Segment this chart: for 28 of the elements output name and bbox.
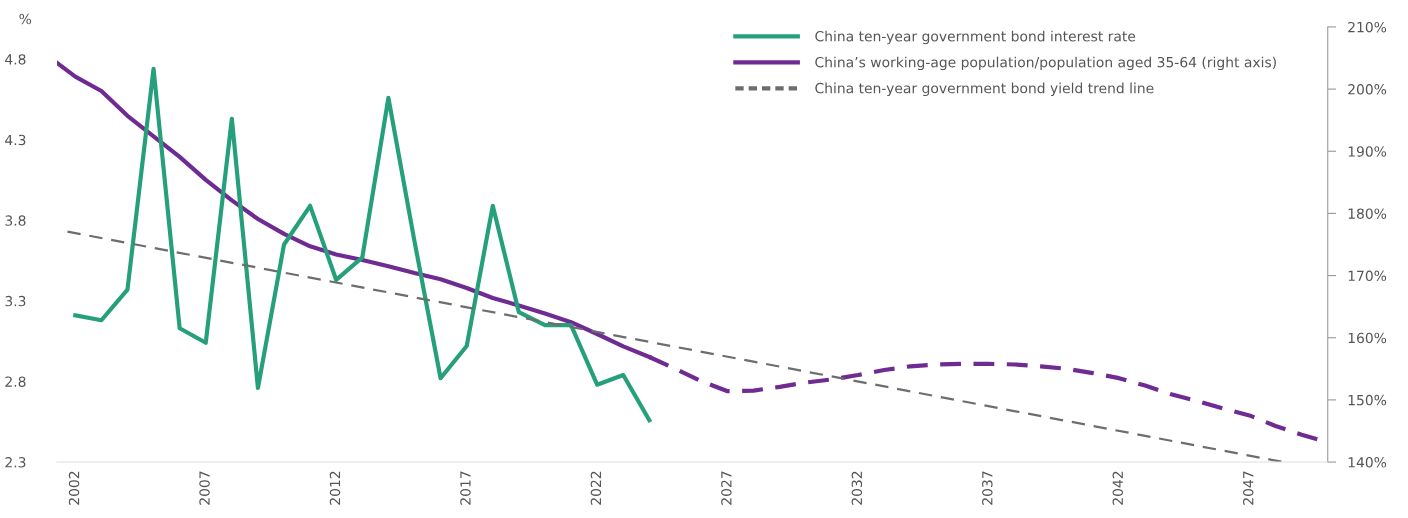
x-tick-label: 2007 xyxy=(199,471,210,505)
y2-tick-label: 140% xyxy=(1348,457,1387,468)
legend-label: China ten-year government bond yield trend line xyxy=(815,82,1154,97)
y2-tick-label: 150% xyxy=(1348,394,1387,406)
x-tick-label: 2022 xyxy=(590,471,602,505)
x-tick-label: 2027 xyxy=(721,471,732,505)
x-tick-label: 2012 xyxy=(329,471,341,505)
y-tick-label: 3.8 xyxy=(5,215,26,226)
y-tick-label: 2.8 xyxy=(5,376,26,387)
y2-tick-label: 190% xyxy=(1348,146,1387,157)
y2-tick-label: 210% xyxy=(1348,21,1387,33)
x-tick-label: 2002 xyxy=(68,471,80,505)
legend-label: China’s working-age population/population aged 35-64 (right axis) xyxy=(815,56,1276,71)
legend-label: China ten-year government bond interest rate xyxy=(815,30,1136,45)
y2-tick-label: 170% xyxy=(1348,270,1387,282)
y-tick-label: 3.3 xyxy=(5,295,26,307)
x-tick-label: 2037 xyxy=(982,471,993,505)
y-tick-label: 4.8 xyxy=(5,54,26,65)
x-tick-label: 2032 xyxy=(851,471,863,505)
x-tick-label: 2017 xyxy=(460,471,471,505)
x-tick-label: 2042 xyxy=(1112,471,1124,505)
y2-tick-label: 180% xyxy=(1348,208,1387,219)
x-tick-label: 2047 xyxy=(1242,471,1254,505)
y-tick-label: 2.3 xyxy=(5,457,26,468)
y2-tick-label: 200% xyxy=(1348,84,1387,95)
y2-tick-label: 160% xyxy=(1348,332,1387,344)
y-tick-label: 4.3 xyxy=(5,134,26,146)
y-axis-title: % xyxy=(19,13,32,25)
